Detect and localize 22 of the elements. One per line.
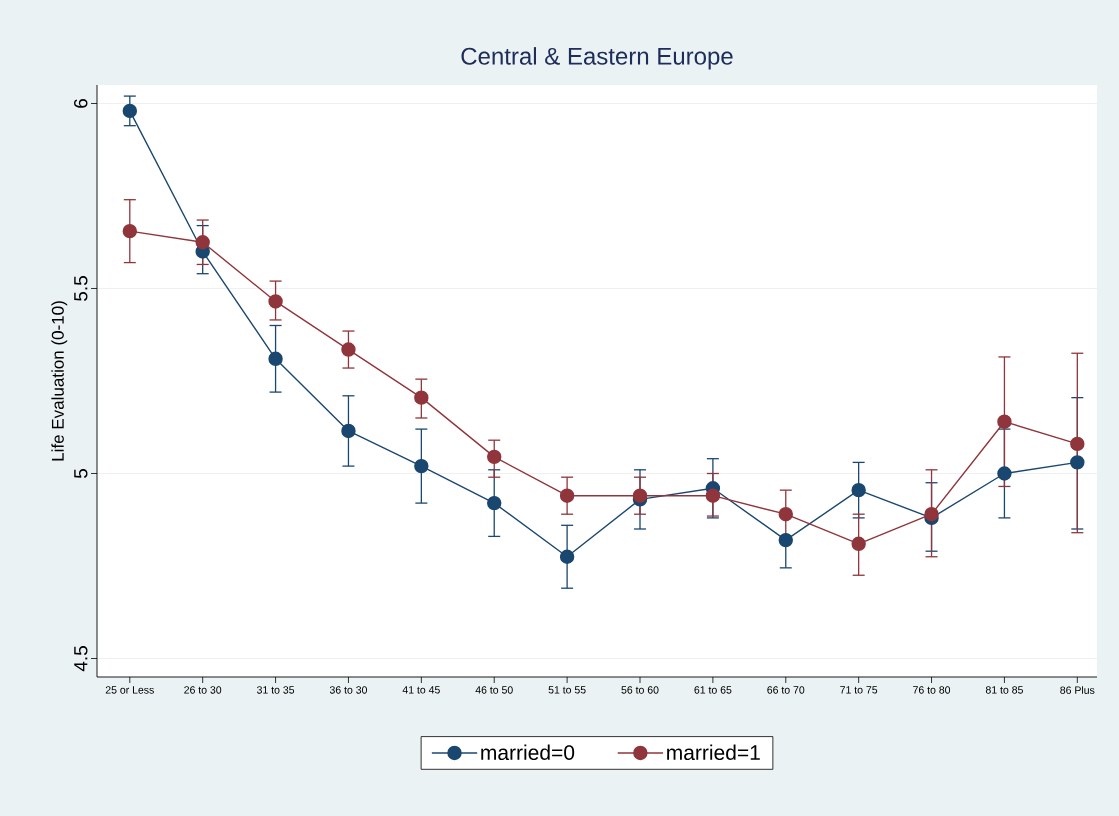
x-tick-label: 86 Plus [1060, 686, 1095, 694]
x-tick-label: 81 to 85 [985, 686, 1023, 694]
x-tick-label: 51 to 55 [548, 686, 586, 694]
y-tick-label: 5 [74, 469, 88, 479]
x-tick-label: 66 to 70 [767, 686, 805, 694]
y-tick-label: 6 [74, 99, 88, 108]
x-tick-label: 36 to 30 [329, 686, 367, 694]
x-tick-label: 26 to 30 [184, 686, 222, 694]
x-tick-label: 25 or Less [105, 686, 154, 694]
x-tick-label: 76 to 80 [913, 686, 951, 694]
legend-label: married=0 [481, 744, 575, 761]
chart-title: Central & Eastern Europe [461, 47, 733, 70]
x-tick-label: 61 to 65 [694, 686, 732, 694]
x-tick-label: 41 to 45 [402, 686, 440, 694]
x-tick-label: 46 to 50 [475, 686, 513, 694]
x-tick-label: 71 to 75 [840, 686, 878, 694]
y-axis-title: Life Evaluation (0-10) [51, 301, 68, 461]
legend-label: married=1 [667, 744, 760, 761]
x-tick-label: 31 to 35 [257, 686, 295, 694]
y-tick-label: 4.5 [74, 646, 88, 672]
y-tick-label: 5.5 [74, 276, 88, 301]
x-tick-label: 56 to 60 [621, 686, 659, 694]
